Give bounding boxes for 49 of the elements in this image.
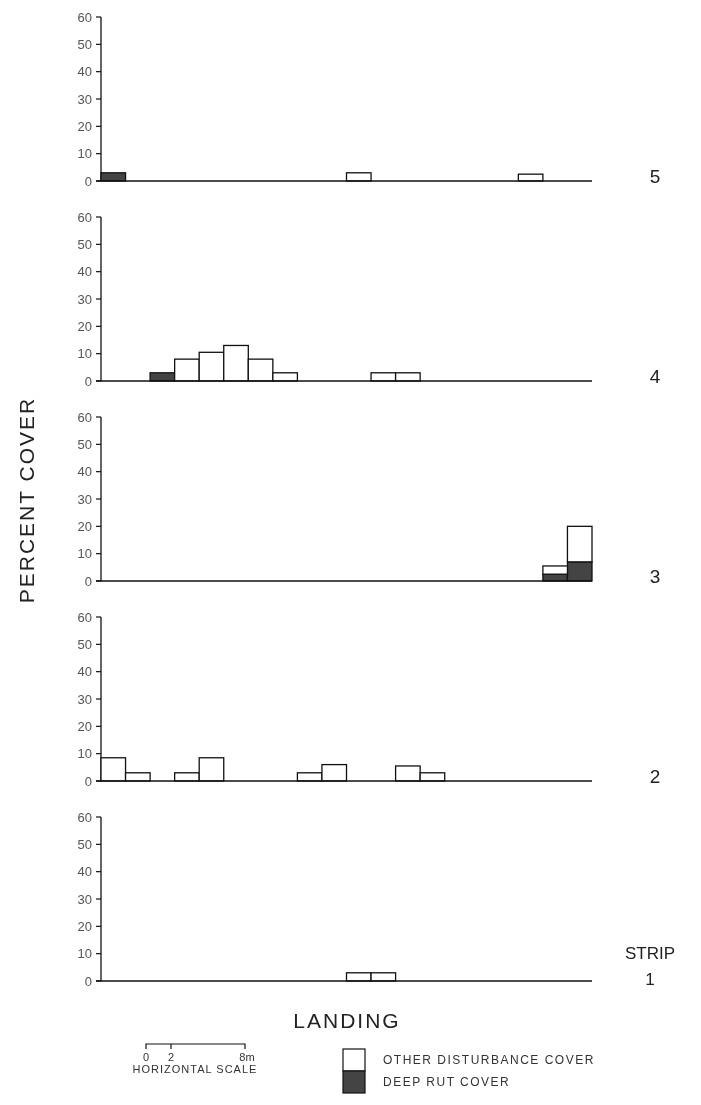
text: 2 bbox=[649, 766, 661, 787]
y-tick-label: 60 bbox=[77, 209, 92, 225]
y-tick-label: 50 bbox=[77, 236, 92, 252]
y-tick-label: 0 bbox=[84, 773, 92, 789]
y-tick-label: 40 bbox=[77, 864, 92, 880]
y-tick-label: 20 bbox=[77, 718, 92, 734]
legend-label: DEEP RUT COVER bbox=[383, 1075, 511, 1090]
y-tick-label: 60 bbox=[77, 409, 92, 425]
y-tick-label: 60 bbox=[77, 609, 92, 625]
text: STRIP bbox=[624, 944, 676, 963]
y-tick-label: 50 bbox=[77, 836, 92, 852]
text: 1 bbox=[645, 970, 655, 989]
y-tick-label: 30 bbox=[77, 491, 92, 507]
y-tick-label: 40 bbox=[77, 664, 92, 680]
text: 3 bbox=[649, 566, 661, 587]
y-tick-label: 10 bbox=[77, 746, 92, 762]
y-tick-label: 50 bbox=[77, 636, 92, 652]
y-tick-label: 40 bbox=[77, 464, 92, 480]
y-axis-title: PERCENT COVER bbox=[15, 396, 38, 604]
y-tick-label: 0 bbox=[84, 573, 92, 589]
y-tick-label: 0 bbox=[84, 373, 92, 389]
y-tick-label: 30 bbox=[77, 91, 92, 107]
y-tick-label: 0 bbox=[84, 973, 92, 989]
text: 0 bbox=[142, 1051, 150, 1063]
y-tick-label: 10 bbox=[77, 146, 92, 162]
y-tick-label: 20 bbox=[77, 518, 92, 534]
y-tick-label: 10 bbox=[77, 546, 92, 562]
x-axis-title: LANDING bbox=[293, 1009, 401, 1032]
y-tick-label: 40 bbox=[77, 64, 92, 80]
y-tick-label: 30 bbox=[77, 291, 92, 307]
text: 5 bbox=[649, 166, 661, 187]
y-tick-label: 60 bbox=[77, 9, 92, 25]
y-tick-label: 0 bbox=[84, 173, 92, 189]
y-tick-label: 10 bbox=[77, 346, 92, 362]
y-tick-label: 30 bbox=[77, 891, 92, 907]
text: 8m bbox=[239, 1051, 255, 1063]
y-tick-label: 20 bbox=[77, 118, 92, 134]
y-tick-label: 20 bbox=[77, 918, 92, 934]
y-tick-label: 50 bbox=[77, 436, 92, 452]
text: 4 bbox=[649, 366, 661, 387]
y-tick-label: 10 bbox=[77, 946, 92, 962]
text: HORIZONTAL SCALE bbox=[132, 1063, 258, 1075]
y-tick-label: 50 bbox=[77, 36, 92, 52]
text: 2 bbox=[167, 1051, 175, 1063]
y-tick-label: 60 bbox=[77, 809, 92, 825]
y-tick-label: 30 bbox=[77, 691, 92, 707]
legend-label: OTHER DISTURBANCE COVER bbox=[383, 1053, 595, 1068]
y-tick-label: 40 bbox=[77, 264, 92, 280]
y-tick-label: 20 bbox=[77, 318, 92, 334]
